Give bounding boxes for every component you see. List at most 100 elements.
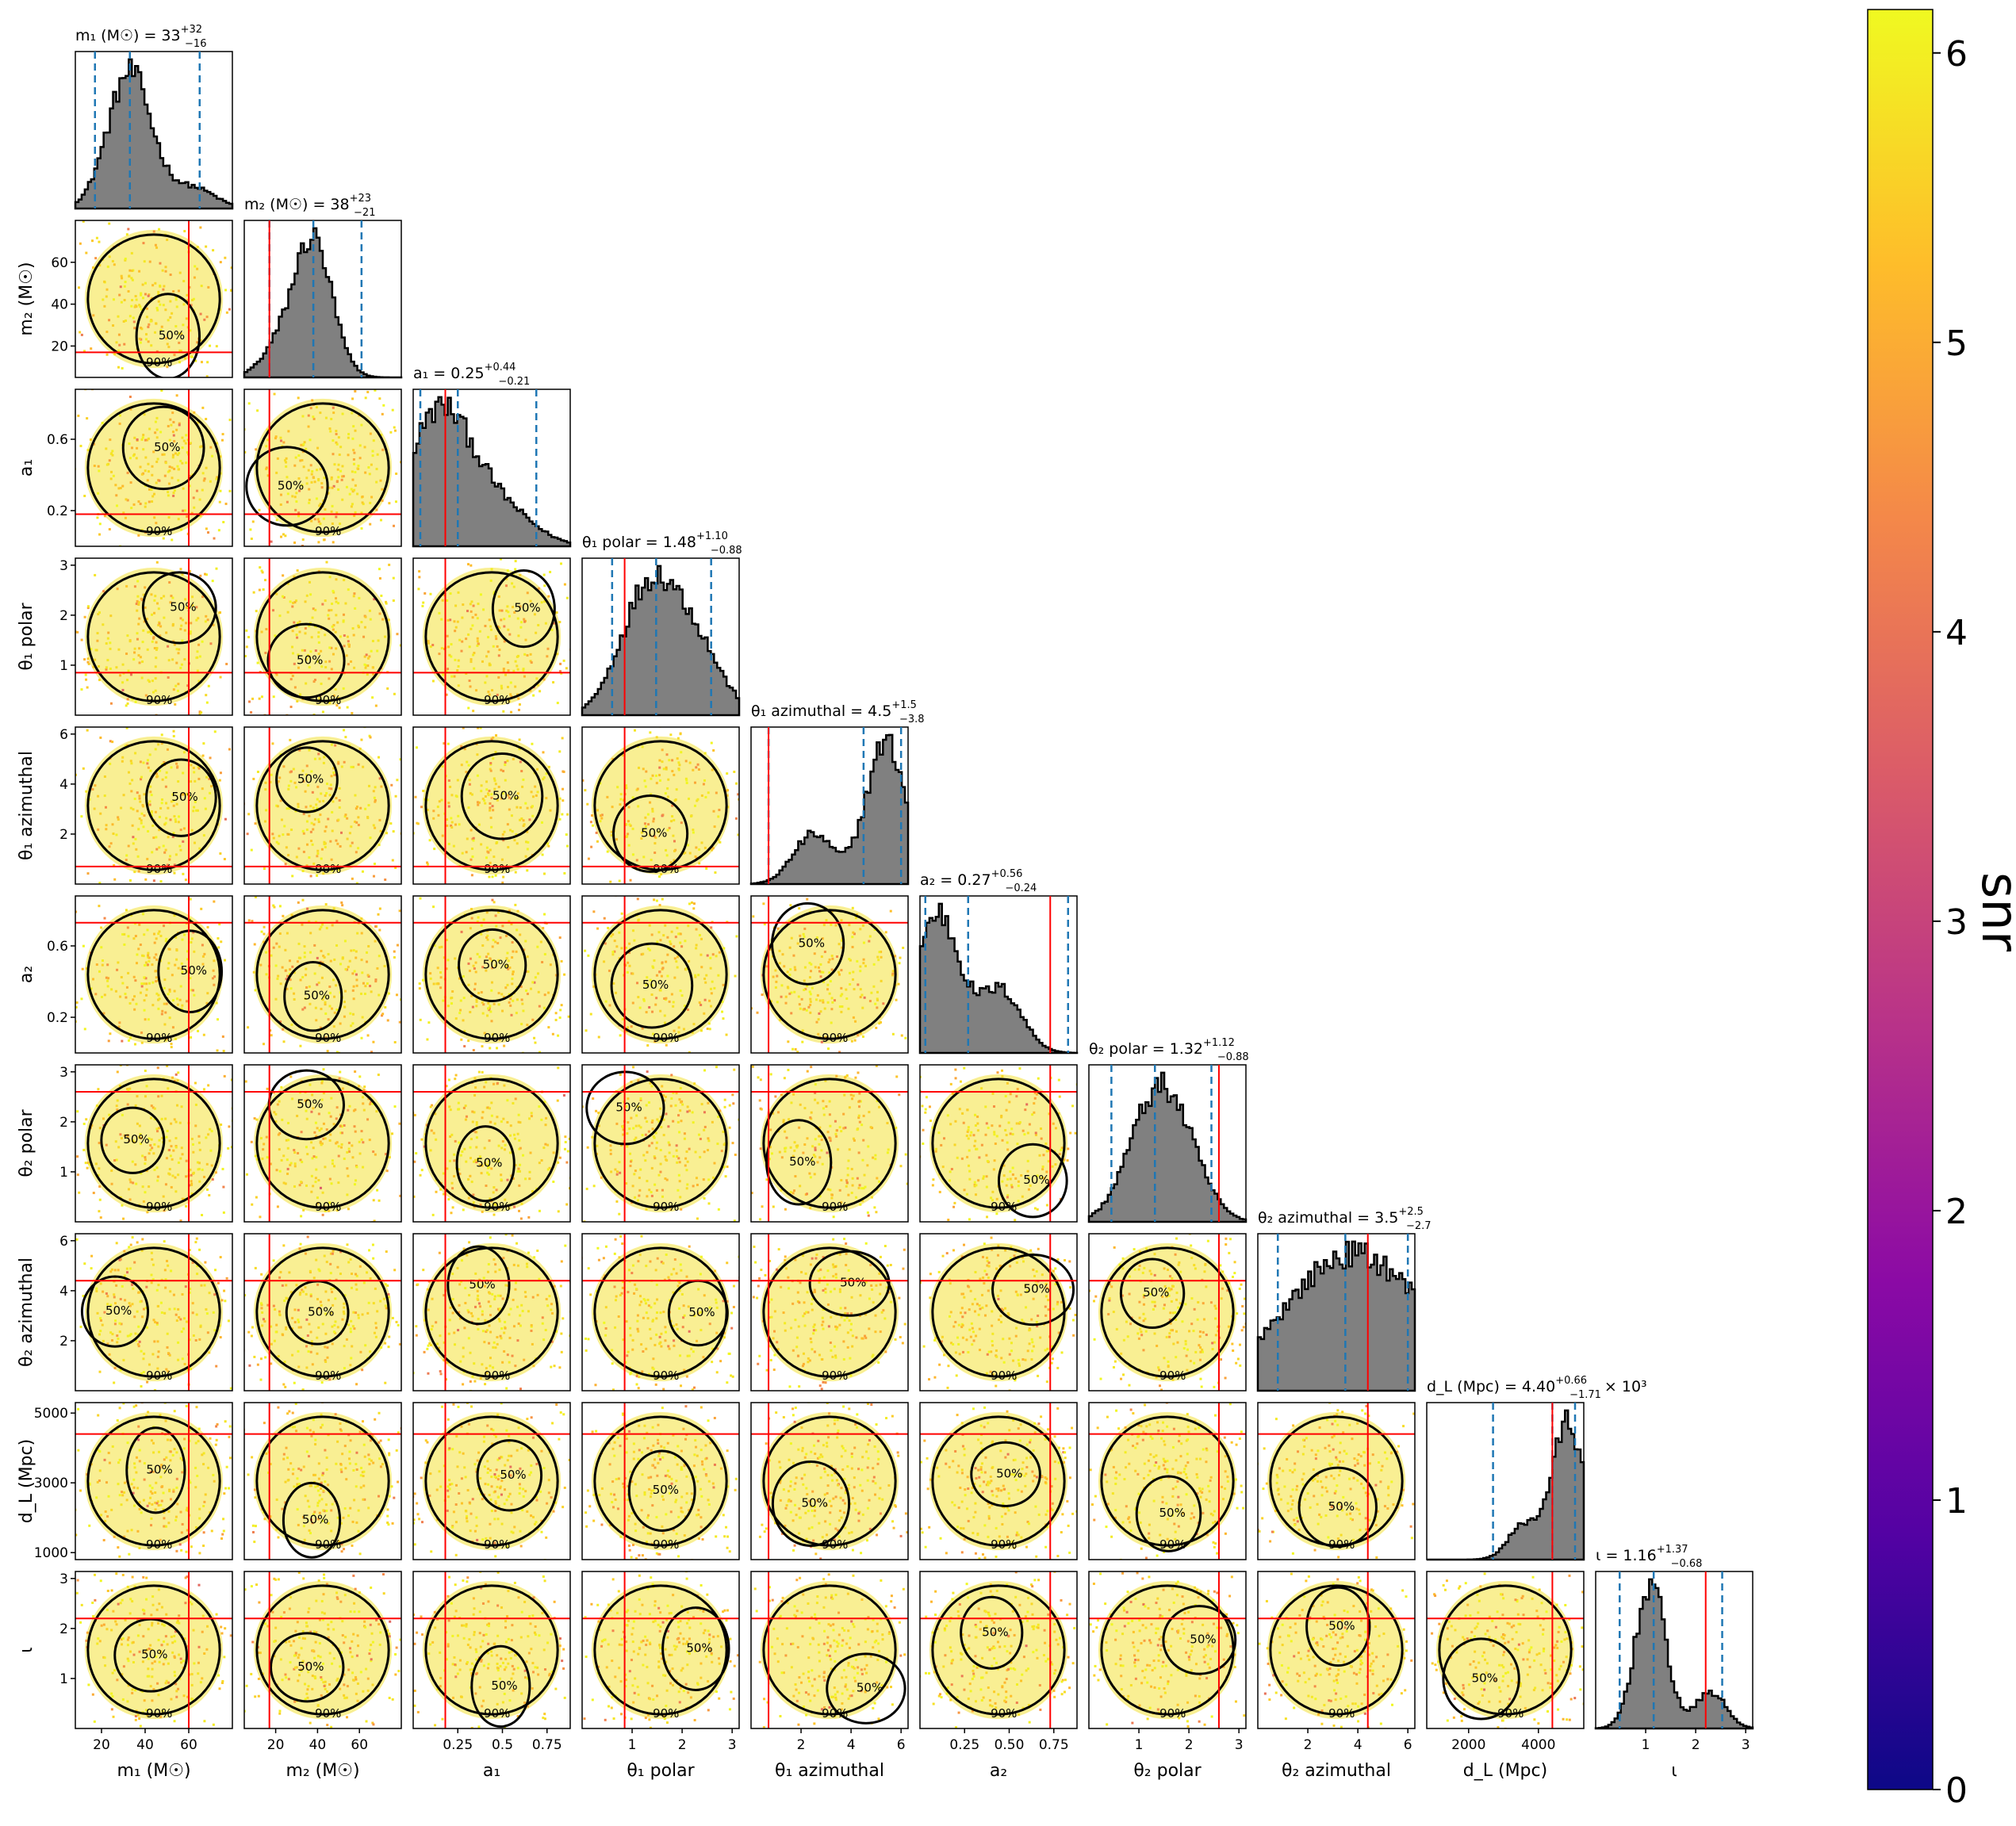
x-tick-label: 0.25	[949, 1737, 979, 1753]
contour-90	[931, 1078, 1066, 1209]
scatter-panel-7-9: 50% 90%	[1257, 1571, 1416, 1729]
contour-90	[1269, 1415, 1404, 1547]
density-core	[422, 1242, 561, 1382]
x-tick-label: 1	[1135, 1737, 1144, 1753]
contour-90	[424, 1246, 559, 1378]
scatter-points: 50% 90%	[413, 1571, 570, 1728]
contour-label-50: 50%	[1328, 1499, 1355, 1514]
contour-90	[86, 1078, 221, 1209]
density-core	[422, 1074, 561, 1213]
y-tick-label: 5000	[34, 1406, 68, 1422]
y-tick-label: 3	[59, 558, 68, 574]
contour-50	[1119, 1258, 1186, 1330]
contour-label-50: 50%	[154, 440, 180, 454]
histogram-bars	[749, 733, 910, 886]
histogram-bars	[581, 565, 741, 717]
x-tick-label: 40	[136, 1737, 154, 1753]
histogram-panel-6: θ₂ polar = 1.32+1.12 −0.88	[1087, 1037, 1249, 1223]
panel-frame	[750, 1571, 909, 1729]
contour-50	[460, 752, 544, 840]
contour-90	[424, 740, 559, 871]
scatter-points: 50% 90%	[413, 1234, 570, 1391]
contour-90	[593, 740, 728, 871]
scatter-points: 50% 90%	[75, 727, 232, 884]
histogram-bars	[1427, 1409, 1585, 1561]
panel-frame	[75, 1571, 233, 1729]
scatter-panel-3-7: 50% 90%	[581, 1233, 740, 1392]
histogram-panel-0: m₁ (M☉) = 33+32 −16	[74, 24, 234, 210]
contour-label-90: 90%	[991, 1369, 1017, 1383]
contour-90	[1438, 1584, 1573, 1716]
contour-90	[255, 1415, 390, 1547]
contour-label-50: 50%	[1190, 1632, 1216, 1646]
scatter-points: 50% 90%	[1258, 1403, 1415, 1560]
contour-90	[86, 402, 221, 534]
x-tick-label: 0.5	[492, 1737, 513, 1753]
contour-label-90: 90%	[1497, 1706, 1523, 1721]
contour-50	[447, 1245, 511, 1326]
contour-label-50: 50%	[996, 1466, 1022, 1480]
panel-frame	[412, 1402, 571, 1560]
panel-frame	[75, 1233, 233, 1392]
x-axis-label-6: θ₂ polar	[1133, 1761, 1202, 1781]
panel-frame	[581, 1064, 740, 1223]
x-tick-label: 2	[797, 1737, 806, 1753]
contour-50	[970, 1441, 1041, 1507]
contour-label-90: 90%	[146, 1031, 172, 1045]
panel-frame	[919, 1571, 1078, 1729]
contour-label-50: 50%	[642, 978, 669, 992]
density-core	[253, 567, 393, 706]
scatter-panel-6-9: 50% 90%	[1088, 1571, 1247, 1729]
contour-50	[491, 569, 556, 649]
contour-label-90: 90%	[653, 1706, 679, 1721]
contour-50	[125, 1426, 186, 1514]
contour-label-90: 90%	[822, 1200, 848, 1214]
scatter-panel-2-9: 50% 90%	[412, 1571, 571, 1729]
panel-frame	[581, 1402, 740, 1560]
contour-90	[593, 1415, 728, 1547]
histogram-bars	[1087, 1071, 1248, 1223]
density-core	[422, 1580, 561, 1720]
contour-label-50: 50%	[686, 1641, 712, 1656]
contour-label-50: 50%	[982, 1625, 1008, 1639]
x-tick-label: 2	[1304, 1737, 1313, 1753]
contour-90	[255, 571, 390, 702]
density-core	[253, 1242, 393, 1382]
scatter-points: 50% 90%	[1427, 1571, 1584, 1728]
scatter-points: 50% 90%	[920, 1234, 1077, 1391]
y-tick-label: 2	[59, 1115, 68, 1131]
contour-50	[1162, 1605, 1237, 1675]
scatter-panel-2-7: 50% 90%	[412, 1233, 571, 1392]
histogram-bars	[918, 902, 1079, 1055]
density-core	[929, 1411, 1068, 1551]
histogram-panel-7: θ₂ azimuthal = 3.5+2.5 −2.7	[1256, 1206, 1432, 1392]
density-core	[1098, 1242, 1237, 1382]
contour-50	[960, 1595, 1024, 1670]
y-tick-label: 0.2	[47, 1010, 68, 1026]
panel-frame	[75, 1402, 233, 1560]
contour-label-90: 90%	[146, 862, 172, 876]
scatter-panel-0-5: 50% 90% 0.2 0.6 a₂	[17, 895, 233, 1054]
contour-label-50: 50%	[123, 1132, 149, 1147]
contour-label-50: 50%	[170, 599, 196, 614]
x-tick-label: 2	[1185, 1737, 1194, 1753]
x-axis-label-7: θ₂ azimuthal	[1282, 1761, 1391, 1781]
contour-label-90: 90%	[484, 1200, 510, 1214]
contour-label-50: 50%	[302, 1512, 328, 1526]
x-axis-label-1: m₂ (M☉)	[286, 1761, 359, 1781]
contour-50	[610, 942, 694, 1029]
contour-label-50: 50%	[297, 771, 324, 786]
scatter-points: 50% 90%	[75, 1571, 232, 1728]
contour-50	[121, 405, 205, 491]
scatter-points: 50% 90%	[1258, 1571, 1415, 1728]
panel-frame	[1088, 1571, 1247, 1729]
y-tick-label: 2	[59, 608, 68, 624]
contour-50	[135, 293, 201, 377]
density-core	[1267, 1411, 1406, 1551]
x-tick-label: 20	[93, 1737, 110, 1753]
contour-label-50: 50%	[278, 478, 304, 492]
scatter-panel-2-3: 50% 90%	[412, 557, 571, 716]
contour-50	[283, 960, 343, 1032]
contour-50	[157, 929, 224, 1013]
x-axis-label-5: a₂	[990, 1761, 1007, 1781]
